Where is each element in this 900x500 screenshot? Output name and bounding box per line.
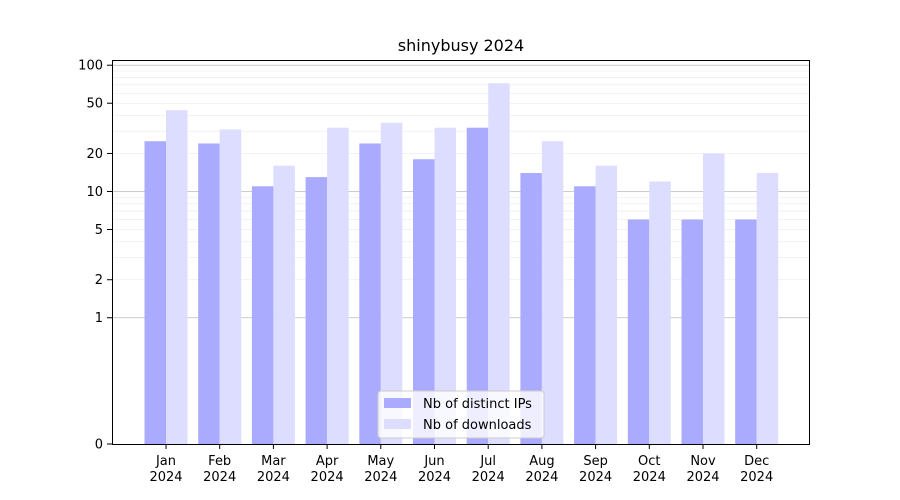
x-tick-label-year: 2024 [311,470,344,485]
bar-downloads [327,127,349,445]
x-tick-label-month: Jan [155,454,176,469]
x-tick-label-year: 2024 [149,470,182,485]
legend: Nb of distinct IPs Nb of downloads [377,390,545,439]
x-tick-label-month: Jul [479,454,496,469]
y-tick-label: 1 [95,311,103,326]
y-tick-label: 5 [95,223,103,238]
x-tick-label-month: Dec [744,454,769,469]
x-tick-label-year: 2024 [633,470,666,485]
bar-distinct-ips [251,186,274,445]
x-tick-label-year: 2024 [257,470,290,485]
bar-distinct-ips [144,141,166,444]
x-tick-label-month: Oct [638,454,660,469]
bars [144,83,779,445]
x-tick-label-month: Mar [261,454,286,469]
y-tick-label: 0 [95,438,103,453]
x-tick-label-month: Apr [316,454,339,469]
y-axis: 0 1 2 5 10 20 50 100 [78,59,112,453]
bar-downloads [166,110,188,444]
x-tick-label-year: 2024 [740,470,773,485]
x-tick-label-month: Nov [690,454,716,469]
x-tick-label-year: 2024 [686,470,719,485]
x-tick-label-month: Aug [529,454,554,469]
y-tick-label: 20 [86,147,103,162]
bar-downloads [595,165,618,444]
bar-distinct-ips [681,219,703,444]
x-tick-label-year: 2024 [203,470,236,485]
bar-distinct-ips [413,159,435,445]
y-tick-label: 10 [86,185,103,200]
chart-title: shinybusy 2024 [398,36,524,55]
bar-downloads [541,141,564,444]
bar-downloads [273,165,295,444]
bar-downloads [756,173,779,444]
legend-swatch [384,398,411,408]
bar-downloads [703,153,725,444]
x-tick-label-month: Feb [208,454,231,469]
bar-downloads [488,83,510,444]
legend-label: Nb of downloads [423,418,532,433]
bar-distinct-ips [198,143,220,444]
bar-distinct-ips [359,143,381,444]
x-tick-label-month: Jun [423,454,444,469]
x-tick-label-year: 2024 [472,470,505,485]
x-tick-label-month: May [367,454,394,469]
legend-label: Nb of distinct IPs [423,397,532,412]
bar-distinct-ips [574,186,596,445]
bar-distinct-ips [466,127,489,445]
y-tick-label: 50 [86,97,103,112]
bar-downloads [219,129,242,444]
bar-downloads [434,127,456,445]
bar-downloads [649,181,671,444]
x-tick-label-month: Sep [583,454,608,469]
x-tick-label-year: 2024 [525,470,558,485]
x-tick-label-year: 2024 [418,470,451,485]
x-tick-label-year: 2024 [579,470,612,485]
y-tick-label: 2 [95,273,103,288]
bar-distinct-ips [520,173,542,444]
y-tick-label: 100 [78,59,103,74]
legend-box [377,390,545,439]
x-tick-label-year: 2024 [364,470,397,485]
bar-distinct-ips [735,219,757,444]
legend-swatch [384,419,411,429]
x-axis: Jan2024Feb2024Mar2024Apr2024May2024Jun20… [149,444,773,485]
plot-frame [112,60,810,445]
bar-distinct-ips [627,219,650,444]
bar-distinct-ips [305,177,328,445]
bar-downloads [380,122,403,444]
